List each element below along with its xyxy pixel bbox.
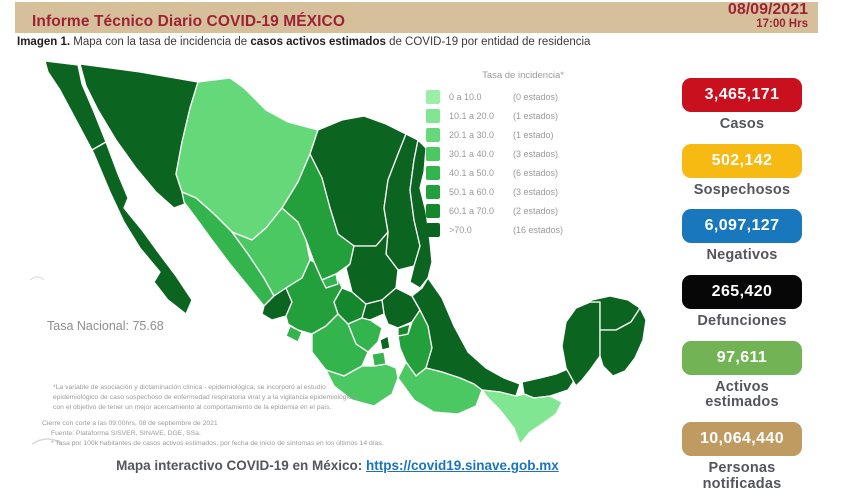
legend-swatch (426, 184, 440, 199)
stat-value-pill: 6,097,127 (682, 209, 802, 244)
header-date: 08/09/2021 (727, 0, 808, 18)
footnote-line: * Tasa por 100k habitantes de casos acti… (51, 440, 384, 448)
state-colima (285, 325, 303, 343)
header-time: 17:00 Hrs (756, 18, 808, 31)
map-footnote-methodology: *La variable de asociación y dictaminaci… (53, 383, 373, 414)
legend-count: (1 estado) (513, 129, 554, 140)
state-aguascalientes (321, 273, 339, 289)
footnote-line: epidemiológico de caso sospechoso de enf… (53, 394, 358, 402)
stat-label: Defunciones (697, 312, 787, 329)
legend-count: (16 estados) (513, 224, 564, 235)
legend-row: 0 a 10.0 (0 estados) (426, 87, 598, 106)
legend-range: 20.1 a 30.0 (449, 129, 495, 140)
footnote-line: con el objetivo de tener un mejor acerca… (53, 404, 332, 412)
legend-count: (3 estados) (513, 148, 559, 159)
legend-swatch (426, 89, 440, 104)
legend-count: (3 estados) (513, 186, 559, 197)
stat-casos: 3,465,171 Casos (682, 78, 802, 133)
state-chiapas (481, 389, 563, 445)
decorative-wave (31, 438, 63, 445)
stat-activos-estimados: 97,611 Activos estimados (682, 340, 802, 411)
footer-label: Mapa interactivo COVID-19 en México: (116, 458, 363, 473)
footnote-line: *La variable de asociación y dictaminaci… (53, 384, 326, 391)
legend-row: 30.1 a 40.0 (3 estados) (426, 144, 598, 163)
legend-range: 50.1 a 60.0 (449, 186, 495, 197)
stats-sidebar: 3,465,171 Casos 502,142 Sospechosos 6,097,12… (682, 78, 802, 503)
legend-swatch (426, 127, 440, 142)
stat-defunciones: 265,420 Defunciones (682, 274, 802, 330)
legend-range: 40.1 a 50.0 (449, 167, 495, 178)
footer-link-line: Mapa interactivo COVID-19 en México: htt… (30, 458, 645, 473)
stat-negativos: 6,097,127 Negativos (682, 209, 802, 264)
legend-swatch (426, 146, 440, 161)
stat-label: Personas notificadas (702, 459, 782, 492)
image-caption: Imagen 1. Mapa con la tasa de incidencia… (17, 36, 591, 48)
stat-personas-notificadas: 10,064,440 Personas notificadas (682, 421, 802, 492)
legend-swatch (426, 165, 440, 180)
sinave-link[interactable]: https://covid19.sinave.gob.mx (366, 458, 559, 473)
header-bar: Informe Técnico Diario COVID-19 MÉXICO 0… (15, 1, 818, 33)
state-oaxaca (397, 361, 483, 415)
stat-sospechosos: 502,142 Sospechosos (682, 143, 802, 199)
stat-value-pill: 3,465,171 (682, 78, 802, 112)
legend-row: >70.0 (16 estados) (426, 220, 598, 239)
state-tlaxcala (397, 323, 411, 337)
footnote-line: Fuente: Plataforma SISVER, SINAVE, DGE, … (51, 430, 201, 438)
legend-count: (2 estados) (513, 205, 559, 216)
legend-range: 0 a 10.0 (449, 91, 482, 102)
legend-count: (6 estados) (513, 167, 559, 178)
legend-row: 20.1 a 30.0 (1 estado) (426, 125, 598, 144)
report-title: Informe Técnico Diario COVID-19 MÉXICO (32, 13, 345, 30)
stat-label: Negativos (706, 247, 778, 264)
state-queretaro (361, 299, 385, 321)
state-zacatecas (281, 153, 355, 281)
stat-value-pill: 502,142 (682, 143, 802, 178)
state-cdmx (379, 335, 391, 351)
legend-swatch (426, 108, 440, 123)
stat-value-pill: 97,611 (682, 340, 802, 375)
state-quintana-roo (599, 307, 647, 377)
mexico-choropleth-map (30, 60, 647, 445)
state-guerrero (325, 363, 399, 407)
footnote-line: Cierre con corte a las 09:00hrs, 08 de s… (42, 420, 218, 427)
map-legend: Tasa de incidencia* 0 a 10.0 (0 estados) 1… (426, 70, 598, 239)
legend-row: 10.1 a 20.0 (1 estados) (426, 106, 598, 125)
national-rate: Tasa Nacional: 75.68 (47, 319, 164, 333)
header-datetime: 08/09/2021 17:00 Hrs (728, 1, 808, 31)
stat-label: Sospechosos (693, 181, 791, 198)
stat-value-pill: 10,064,440 (682, 421, 802, 456)
legend-range: 30.1 a 40.0 (449, 148, 495, 159)
legend-count: (1 estados) (513, 110, 559, 121)
legend-swatch (426, 222, 440, 237)
legend-row: 60.1 a 70.0 (2 estados) (426, 201, 598, 220)
stat-value-pill: 265,420 (682, 274, 802, 309)
legend-range: >70.0 (449, 224, 472, 235)
state-morelos (371, 351, 387, 367)
state-baja-california-sur (91, 141, 193, 315)
stat-label: Casos (719, 116, 765, 132)
map-footnote-source: Cierre con corte a las 09:00hrs, 08 de s… (42, 419, 402, 450)
state-michoacan (311, 313, 369, 377)
stat-label: Activos estimados (705, 378, 779, 411)
decorative-wave (30, 276, 45, 281)
legend-swatch (426, 203, 440, 218)
legend-row: 40.1 a 50.0 (6 estados) (426, 163, 598, 182)
legend-title: Tasa de incidencia* (482, 70, 564, 81)
legend-count: (0 estados) (513, 91, 559, 102)
state-tamaulipas (409, 139, 433, 289)
legend-range: 60.1 a 70.0 (449, 205, 495, 216)
image-caption-number: Imagen 1. (17, 36, 71, 48)
legend-range: 10.1 a 20.0 (449, 110, 495, 121)
legend-row: 50.1 a 60.0 (3 estados) (426, 182, 598, 201)
